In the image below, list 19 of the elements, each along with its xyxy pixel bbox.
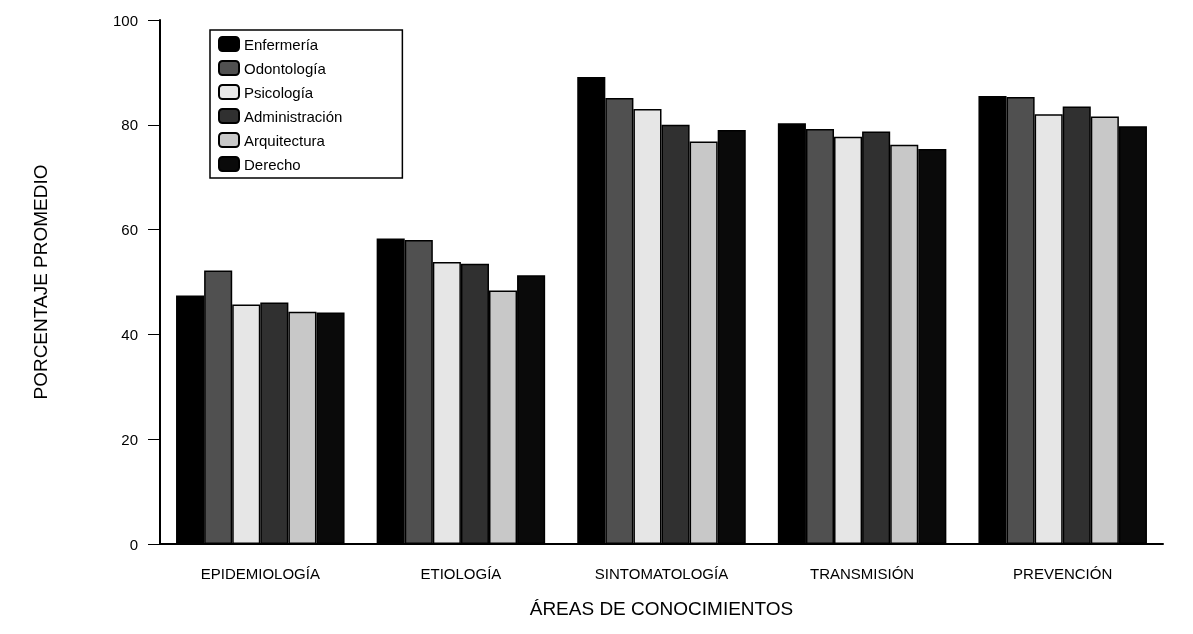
- x-tick-label: SINTOMATOLOGÍA: [594, 565, 729, 582]
- y-tick-label: 0: [129, 535, 138, 553]
- legend-label: Psicología: [244, 83, 314, 101]
- y-tick-label: 20: [121, 430, 138, 448]
- x-tick-label: TRANSMISIÓN: [810, 565, 915, 582]
- x-tick-label: EPIDEMIOLOGÍA: [200, 565, 320, 582]
- y-tick-label: 100: [112, 11, 138, 29]
- x-tick-label: ETIOLOGÍA: [420, 565, 502, 582]
- legend-label: Arquitectura: [244, 131, 326, 149]
- legend-label: Derecho: [244, 155, 301, 173]
- x-axis-title: ÁREAS DE CONOCIMIENTOS: [529, 598, 794, 619]
- legend-label: Enfermería: [244, 35, 319, 53]
- y-axis-title: PORCENTAJE PROMEDIO: [30, 164, 51, 400]
- y-tick-label: 40: [121, 325, 138, 343]
- legend-label: Odontología: [244, 59, 327, 77]
- legend-label: Administración: [244, 107, 343, 125]
- y-tick-label: 80: [121, 116, 138, 134]
- x-tick-label: PREVENCIÓN: [1013, 565, 1113, 582]
- y-tick-label: 60: [121, 221, 138, 239]
